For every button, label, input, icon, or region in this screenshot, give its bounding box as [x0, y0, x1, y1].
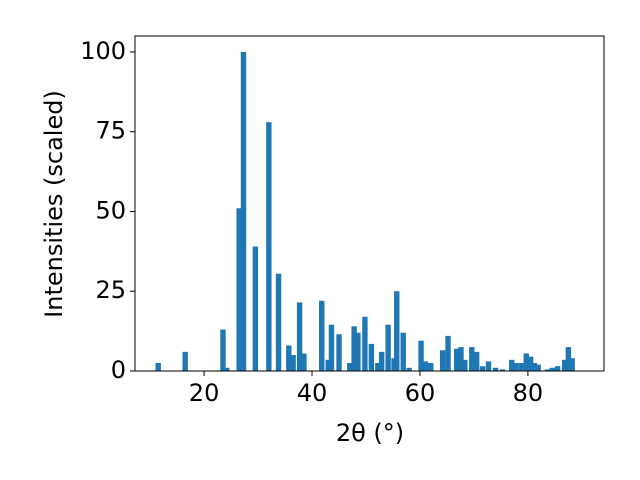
- bar: [224, 367, 230, 371]
- bar: [569, 358, 575, 371]
- bar: [565, 347, 572, 371]
- y-tick-label: 50: [95, 196, 126, 224]
- bar: [394, 291, 400, 371]
- bar: [462, 359, 468, 371]
- bar: [325, 359, 331, 371]
- bar: [439, 350, 446, 371]
- bar: [378, 351, 385, 371]
- bar: [561, 359, 568, 371]
- bar: [485, 361, 492, 371]
- bar: [266, 122, 272, 372]
- bar: [290, 355, 296, 371]
- bar: [523, 353, 529, 371]
- bar: [301, 353, 307, 371]
- bar: [554, 366, 561, 371]
- bar: [418, 340, 424, 371]
- bar: [509, 359, 515, 371]
- bar: [544, 369, 551, 371]
- bar: [479, 366, 486, 371]
- bar: [240, 51, 247, 371]
- bar: [385, 324, 391, 371]
- bar: [512, 363, 519, 371]
- x-tick-label: 80: [513, 379, 544, 407]
- x-tick-label: 40: [297, 379, 328, 407]
- bar: [422, 361, 429, 371]
- bar: [518, 363, 524, 371]
- bar: [347, 363, 353, 371]
- bar: [406, 367, 412, 371]
- bar: [531, 363, 538, 371]
- bar: [368, 343, 375, 371]
- bar: [319, 300, 325, 371]
- bar: [375, 363, 381, 371]
- bar: [220, 329, 226, 371]
- bar: [362, 316, 368, 371]
- bar: [527, 356, 534, 371]
- bar: [351, 326, 357, 371]
- bar: [458, 347, 464, 371]
- y-tick-label: 25: [95, 276, 126, 304]
- y-tick-label: 75: [95, 117, 126, 145]
- x-axis-label: 2θ (°): [336, 419, 404, 447]
- bar: [182, 351, 188, 371]
- bar: [400, 332, 406, 371]
- bar: [492, 367, 499, 371]
- bar: [355, 332, 361, 371]
- bar: [252, 246, 259, 371]
- y-tick-label: 0: [111, 356, 126, 384]
- bar: [236, 208, 242, 371]
- bar: [473, 351, 480, 371]
- bar: [453, 348, 460, 371]
- bar: [549, 367, 555, 371]
- bar: [275, 273, 282, 371]
- y-tick-label: 100: [80, 37, 126, 65]
- bar: [469, 347, 475, 371]
- bar: [445, 335, 451, 371]
- bar: [428, 363, 434, 371]
- x-tick-label: 20: [189, 379, 220, 407]
- y-axis-label: Intensities (scaled): [40, 90, 68, 318]
- bar: [336, 334, 342, 371]
- bar: [328, 324, 335, 371]
- bar: [296, 302, 303, 371]
- bar: [499, 369, 506, 371]
- x-tick-label: 60: [405, 379, 436, 407]
- bar: [535, 364, 541, 371]
- bar: [155, 363, 161, 371]
- bar: [286, 345, 292, 371]
- plot-frame: [134, 35, 605, 372]
